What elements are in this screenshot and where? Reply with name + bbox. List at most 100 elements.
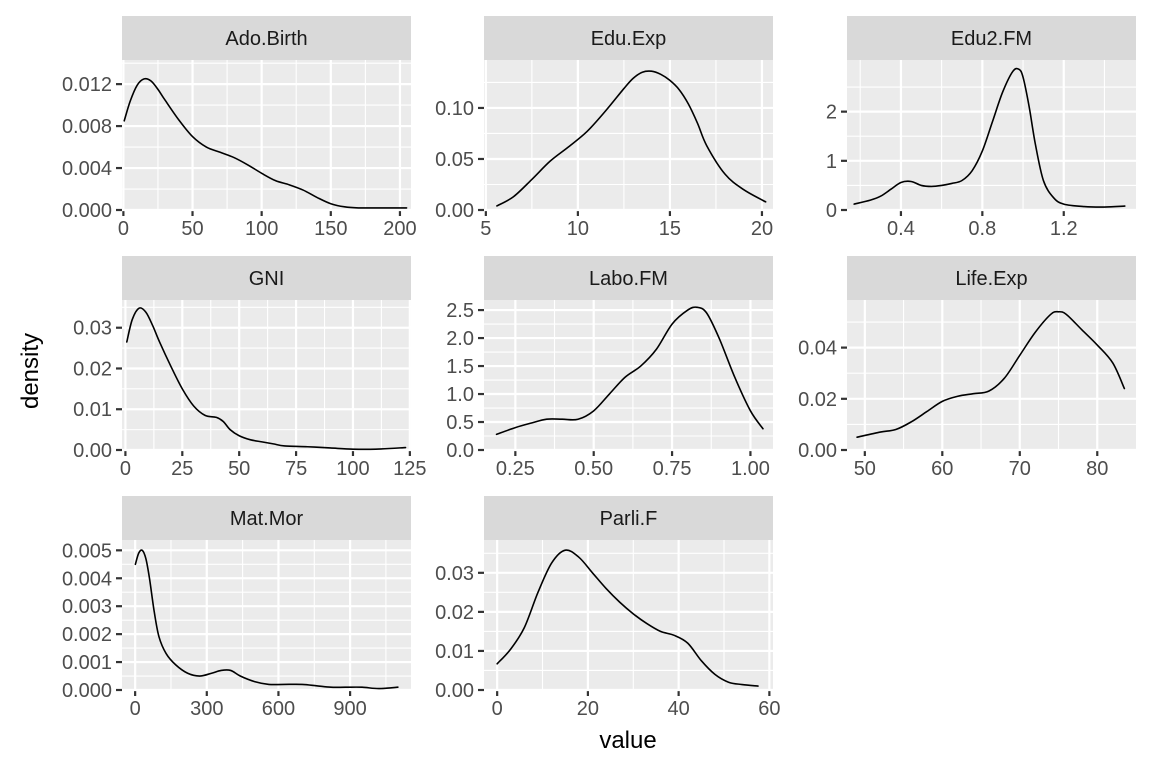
y-tick-label: 0.00: [435, 200, 474, 222]
facet-panel-edu2-fm: Edu2.FM 0.4 0.8 1.2 0 1 2: [826, 16, 1136, 240]
panel-background: [122, 300, 411, 450]
x-tick-label: 125: [393, 458, 426, 480]
x-tick-label: 15: [659, 218, 681, 240]
y-tick-label: 0.01: [73, 399, 112, 421]
x-tick-label: 20: [751, 218, 773, 240]
facet-strip: [847, 256, 1136, 300]
y-tick-label: 0.04: [798, 338, 837, 360]
x-tick-label: 40: [668, 698, 690, 720]
x-tick-label: 70: [1009, 458, 1031, 480]
density-curve-labo-fm: [495, 306, 764, 436]
y-tick-label: 1: [826, 151, 837, 173]
panel-background: [122, 60, 411, 210]
facet-strip-label: Edu2.FM: [951, 28, 1032, 50]
facet-strip: [847, 16, 1136, 60]
y-tick-label: 0.004: [62, 158, 112, 180]
facet-strip-label: Edu.Exp: [591, 28, 667, 50]
y-tick-label: 0.001: [62, 652, 112, 674]
facet-panel-ado-birth: Ado.Birth 0 50 100 150 200 0.000 0.004 0.008 0.01…: [62, 16, 417, 240]
x-tick-label: 60: [931, 458, 953, 480]
y-tick-label: 2.5: [446, 300, 474, 322]
facet-strip-label: Labo.FM: [589, 268, 668, 290]
x-tick-label: 20: [577, 698, 599, 720]
facet-panel-parli-f: Parli.F 0 20 40 60 0.00 0.01 0.02 0.03: [435, 496, 780, 720]
panel-background: [484, 540, 773, 690]
density-curve-gni: [125, 307, 407, 451]
x-tick-label: 0.75: [653, 458, 692, 480]
x-tick-label: 0.4: [887, 218, 915, 240]
x-tick-label: 0: [492, 698, 503, 720]
x-tick-label: 0: [130, 698, 141, 720]
x-tick-label: 60: [758, 698, 780, 720]
y-tick-label: 0.00: [798, 440, 837, 462]
density-curve-edu2-fm: [853, 67, 1126, 208]
y-tick-label: 0.0: [446, 440, 474, 462]
y-tick-label: 0.03: [435, 563, 474, 585]
y-tick-label: 0.03: [73, 318, 112, 340]
y-tick-label: 0.02: [798, 389, 837, 411]
y-tick-label: 0.012: [62, 74, 112, 96]
panel-background: [847, 60, 1136, 210]
facet-panel-gni: GNI 0 25 50 75 100 125 0.00 0.01 0.02 0.03: [73, 256, 427, 480]
x-tick-label: 0: [118, 218, 129, 240]
y-tick-label: 2.0: [446, 328, 474, 350]
facet-strip: [484, 16, 773, 60]
density-curve-mat-mor: [134, 549, 399, 690]
x-tick-label: 600: [262, 698, 295, 720]
x-tick-label: 75: [285, 458, 307, 480]
y-tick-label: 0.002: [62, 624, 112, 646]
facet-strip: [122, 256, 411, 300]
y-tick-label: 0.003: [62, 596, 112, 618]
x-tick-label: 50: [181, 218, 203, 240]
facet-panel-edu-exp: Edu.Exp 5 10 15 20 0.00 0.05 0.10: [435, 16, 773, 240]
x-tick-label: 0.50: [574, 458, 613, 480]
y-tick-label: 1.0: [446, 384, 474, 406]
density-curve-parli-f: [496, 549, 759, 687]
facet-strip: [484, 256, 773, 300]
y-tick-label: 0.01: [435, 641, 474, 663]
x-tick-label: 0: [120, 458, 131, 480]
y-tick-label: 0.000: [62, 200, 112, 222]
facet-strip-label: Mat.Mor: [230, 508, 304, 530]
y-tick-label: 0: [826, 200, 837, 222]
facet-strip: [484, 496, 773, 540]
density-curve-edu-exp: [496, 70, 767, 207]
facet-strip: [122, 496, 411, 540]
density-curve-life-exp: [856, 310, 1126, 438]
facet-panel-labo-fm: Labo.FM 0.25 0.50 0.75 1.00 0.0 0.5 1.0 1.5 2.0 2.…: [446, 256, 773, 480]
y-tick-label: 0.5: [446, 412, 474, 434]
y-tick-label: 1.5: [446, 356, 474, 378]
x-tick-label: 200: [383, 218, 416, 240]
y-tick-label: 0.10: [435, 98, 474, 120]
y-tick-label: 0.000: [62, 680, 112, 702]
facet-panel-life-exp: Life.Exp 50 60 70 80 0.00 0.02 0.04: [798, 256, 1136, 480]
y-tick-label: 2: [826, 102, 837, 124]
y-tick-label: 0.00: [435, 680, 474, 702]
y-tick-label: 0.005: [62, 540, 112, 562]
panel-background: [122, 540, 411, 690]
y-tick-label: 0.004: [62, 568, 112, 590]
y-tick-label: 0.008: [62, 116, 112, 138]
y-tick-label: 0.05: [435, 149, 474, 171]
x-tick-label: 0.25: [496, 458, 535, 480]
x-tick-label: 0.8: [968, 218, 996, 240]
facet-strip-label: Life.Exp: [955, 268, 1027, 290]
x-tick-label: 100: [245, 218, 278, 240]
panel-background: [847, 300, 1136, 450]
facet-strip-label: Ado.Birth: [225, 28, 307, 50]
x-tick-label: 100: [336, 458, 369, 480]
x-tick-label: 5: [480, 218, 491, 240]
y-tick-label: 0.02: [435, 602, 474, 624]
x-tick-label: 300: [190, 698, 223, 720]
facet-panel-mat-mor: Mat.Mor 0 300 600 900 0.000 0.001 0.002 0.003 0.0…: [62, 496, 411, 720]
facet-strip-label: GNI: [249, 268, 285, 290]
y-tick-label: 0.00: [73, 440, 112, 462]
x-tick-label: 25: [171, 458, 193, 480]
x-tick-label: 50: [228, 458, 250, 480]
y-axis-title: density: [17, 333, 44, 409]
x-tick-label: 1.00: [731, 458, 770, 480]
facet-strip-label: Parli.F: [600, 508, 658, 530]
x-tick-label: 80: [1086, 458, 1108, 480]
